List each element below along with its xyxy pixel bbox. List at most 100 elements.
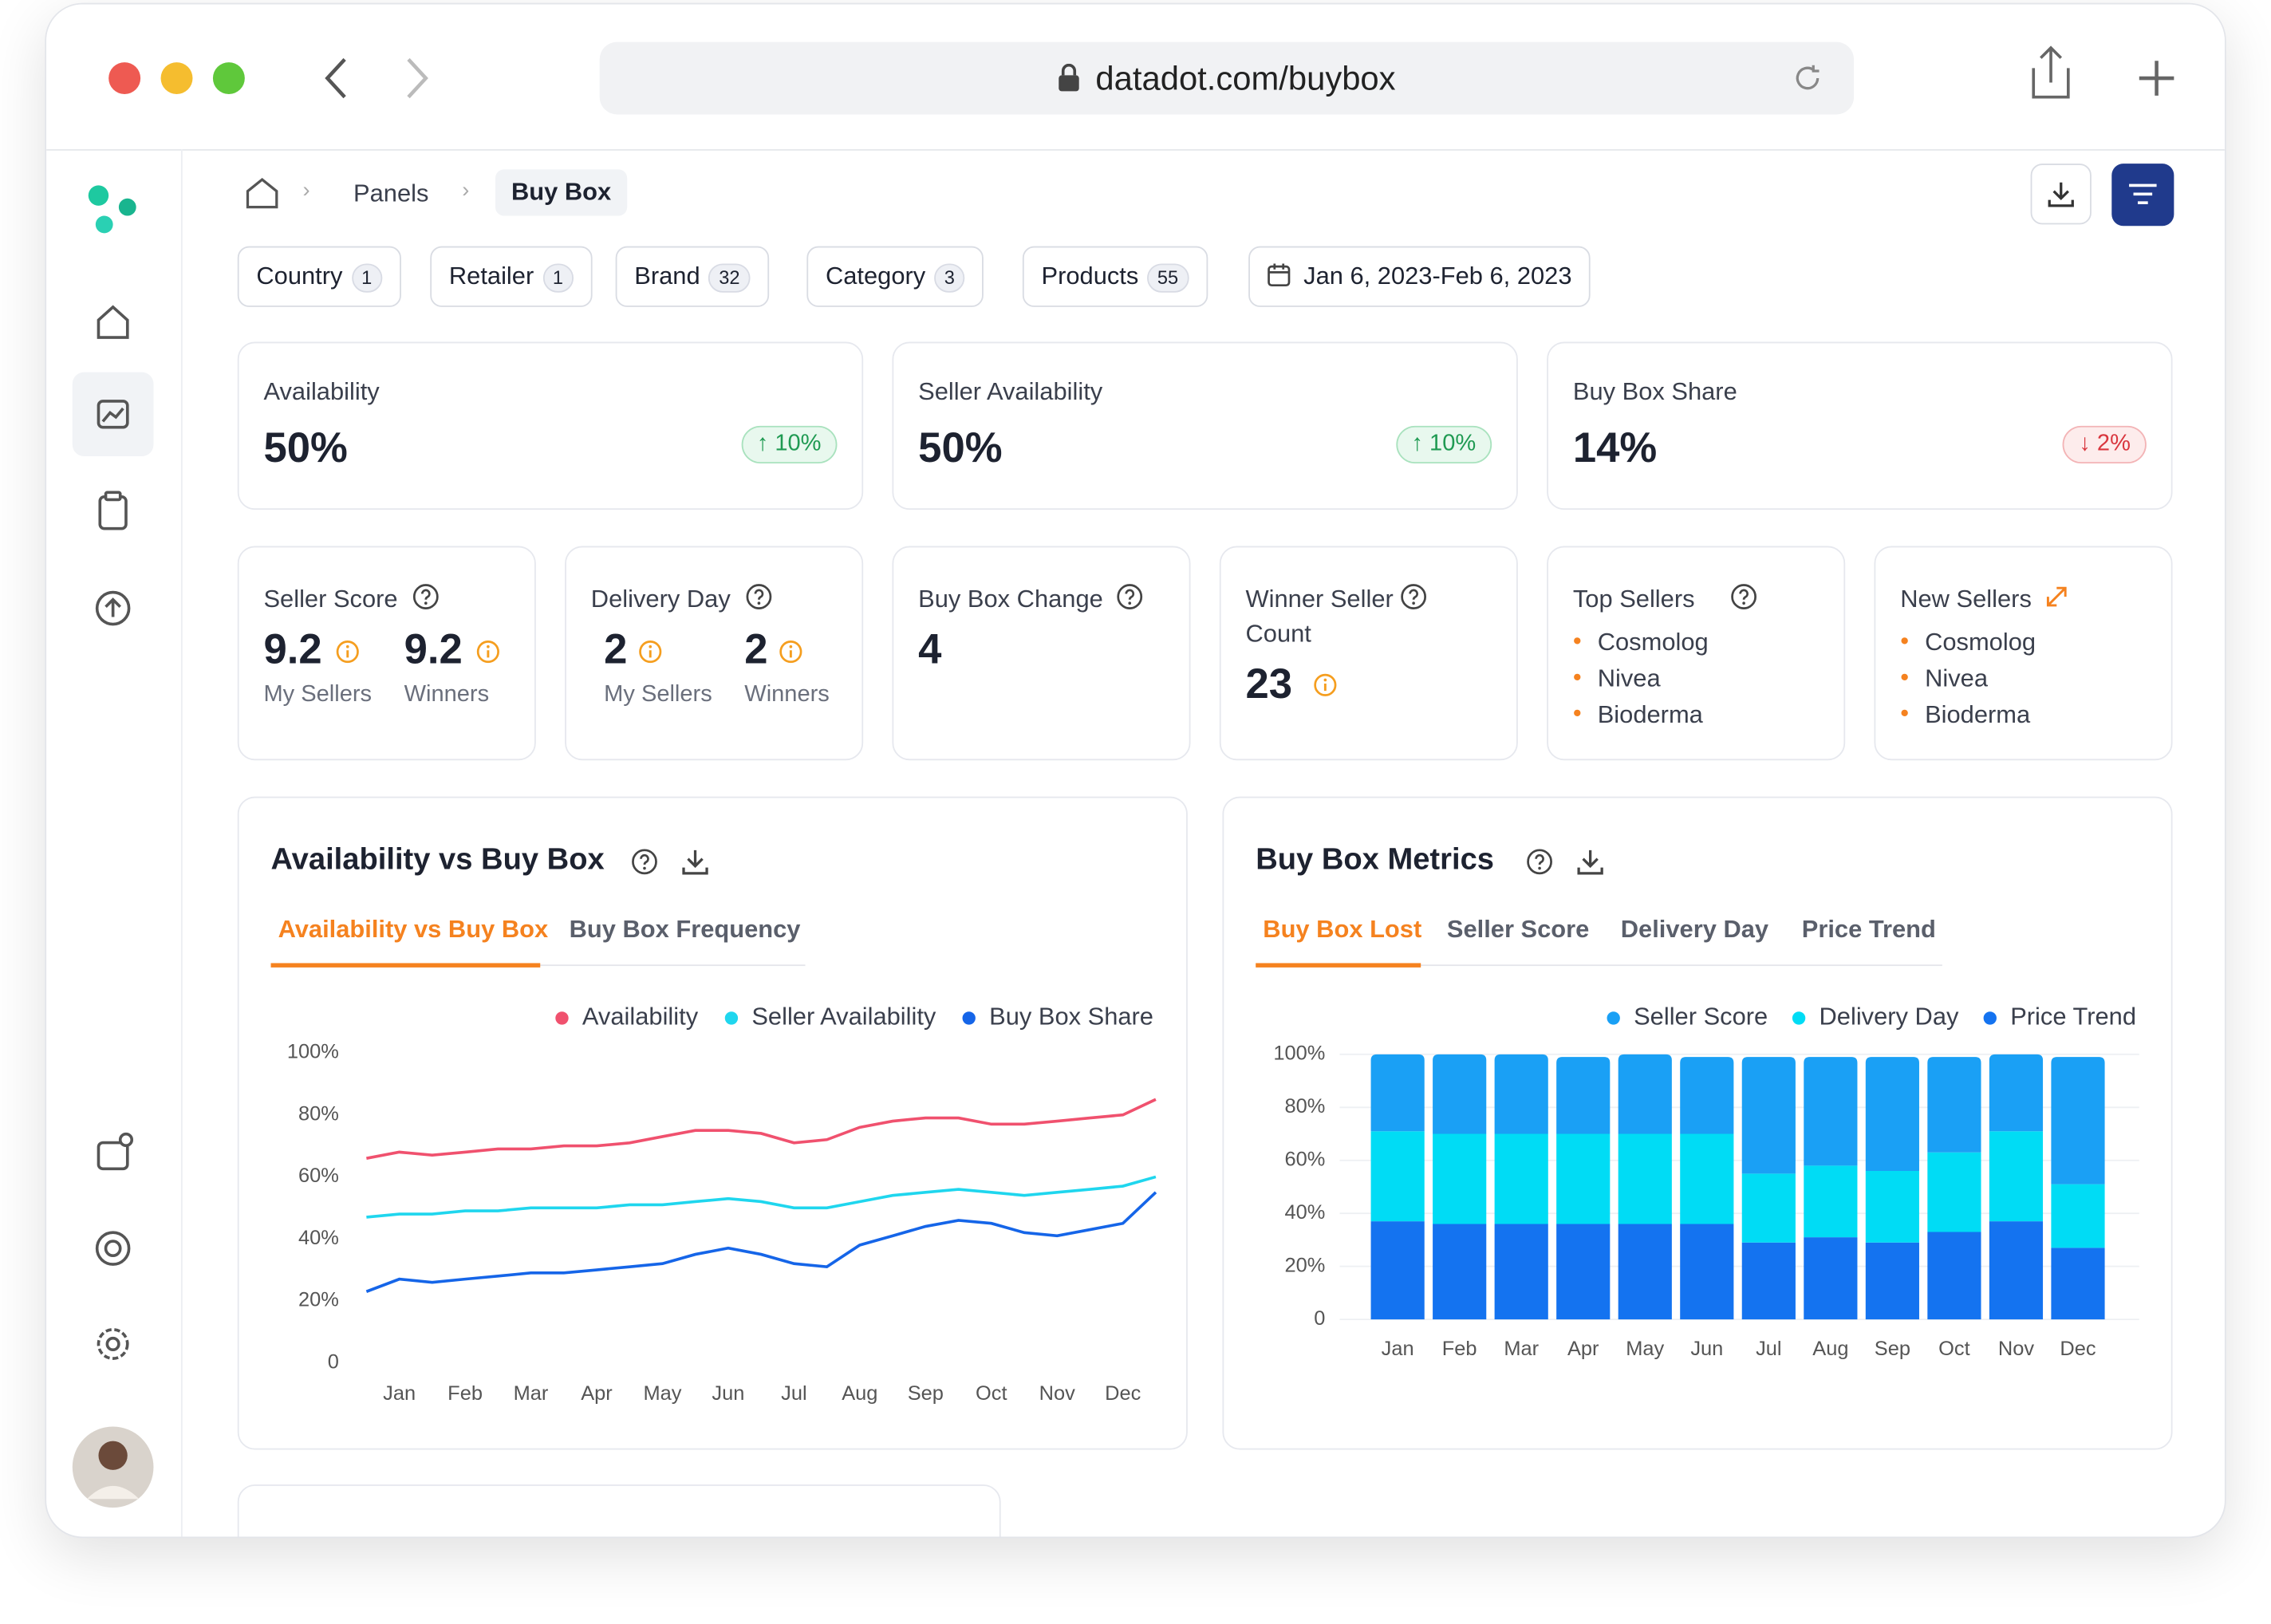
kpi-label: Seller Availability <box>918 377 1103 406</box>
score-card <box>1219 546 1518 761</box>
new-tab-button[interactable] <box>2139 61 2174 96</box>
tab-divider <box>1256 964 1942 967</box>
clipboard-nav[interactable] <box>98 491 128 530</box>
tab-underline <box>1256 963 1421 968</box>
seller-item: Nivea <box>1925 664 1988 692</box>
chart-tab[interactable]: Availability vs Buy Box <box>278 915 549 944</box>
forward-button[interactable] <box>407 57 428 99</box>
avatar[interactable] <box>72 1426 154 1508</box>
reload-icon[interactable] <box>1790 61 1825 96</box>
back-button[interactable] <box>325 57 346 99</box>
metric-value: 2 <box>604 627 628 674</box>
help-icon <box>1401 584 1427 609</box>
kpi-label: Buy Box Share <box>1572 377 1737 406</box>
score-card <box>892 546 1191 761</box>
list-bullet: • <box>1900 663 1910 692</box>
trend-arrow: ↓ <box>2079 432 2091 456</box>
kpi-change-value: 2% <box>2096 432 2131 456</box>
close-button[interactable] <box>108 62 141 95</box>
kpi-value: 14% <box>1572 425 1658 472</box>
filter-label: Brand <box>634 262 700 290</box>
metric-value: 9.2 <box>404 627 463 674</box>
browser-window: datadot.com/buybox › Panels › Buy Box Countr… <box>45 2 2226 1539</box>
filter-chip[interactable]: Country 1 <box>237 246 401 307</box>
help-icon <box>1117 584 1143 609</box>
zoom-button[interactable] <box>212 62 245 95</box>
support-nav[interactable] <box>95 1231 131 1266</box>
kpi-label: Availability <box>263 377 380 406</box>
info-icon <box>476 640 499 664</box>
sidebar <box>46 149 183 1537</box>
score-title: Top Sellers <box>1572 585 1695 613</box>
metric-label: Winners <box>744 682 830 708</box>
home-breadcrumb[interactable] <box>240 172 283 215</box>
filter-count: 55 <box>1147 262 1189 292</box>
home-nav[interactable] <box>97 305 129 339</box>
filter-label: Products <box>1041 262 1139 290</box>
download-button[interactable] <box>2030 164 2092 225</box>
kpi-change: ↑ 10% <box>1395 425 1492 464</box>
address-bar[interactable]: datadot.com/buybox <box>599 41 1855 115</box>
chart-tab[interactable]: Buy Box Lost <box>1263 915 1422 944</box>
calendar-icon <box>1268 263 1291 287</box>
seller-item: Cosmolog <box>1925 629 2036 656</box>
breadcrumb-current: Buy Box <box>495 169 628 216</box>
trend-arrow: ↑ <box>1411 432 1423 456</box>
metric-label: Winners <box>404 682 490 708</box>
partial-card <box>237 1484 1001 1537</box>
score-title: Winner Seller Count <box>1245 585 1394 648</box>
filter-chip[interactable]: Products 55 <box>1022 246 1208 307</box>
toolbar: datadot.com/buybox <box>46 4 2225 151</box>
filter-chip[interactable]: Category 3 <box>806 246 984 307</box>
kpi-card <box>1547 341 2173 510</box>
analytics-nav[interactable] <box>97 400 129 429</box>
score-title: Delivery Day <box>590 585 731 613</box>
minimize-button[interactable] <box>160 62 193 95</box>
share-button[interactable] <box>2032 45 2070 99</box>
download-icon <box>2048 182 2074 207</box>
expand-icon <box>2046 586 2067 607</box>
settings-nav[interactable] <box>97 1327 129 1360</box>
breadcrumb-separator: › <box>462 178 470 203</box>
chart-tab[interactable]: Price Trend <box>1801 915 1936 944</box>
filter-count: 3 <box>934 262 965 292</box>
score-title: Seller Score <box>263 585 398 613</box>
chart-tab[interactable]: Delivery Day <box>1620 915 1769 944</box>
filter-button[interactable] <box>2111 164 2174 227</box>
filter-chip[interactable]: Brand 32 <box>615 246 769 307</box>
filter-label: Country <box>256 262 343 290</box>
help-icon <box>1731 584 1756 609</box>
widgets-nav[interactable] <box>97 1132 134 1171</box>
chart-card <box>1222 796 2173 1450</box>
seller-item: Bioderma <box>1597 700 1703 729</box>
seller-item: Bioderma <box>1925 700 2031 729</box>
list-bullet: • <box>1572 627 1582 655</box>
sidebar-icons <box>72 185 154 1508</box>
filter-chip[interactable]: Retailer 1 <box>430 246 593 307</box>
lock-icon <box>1059 63 1080 92</box>
score-value: 4 <box>918 627 942 674</box>
chart-tab[interactable]: Seller Score <box>1446 915 1590 944</box>
info-icon <box>779 640 802 664</box>
help-icon <box>746 584 772 609</box>
list-bullet: • <box>1572 663 1582 692</box>
date-range: Jan 6, 2023-Feb 6, 2023 <box>1303 262 1572 290</box>
list-bullet: • <box>1572 699 1582 727</box>
metric-value: 9.2 <box>263 627 322 674</box>
breadcrumb-item[interactable]: Panels <box>353 179 429 207</box>
date-filter[interactable]: Jan 6, 2023-Feb 6, 2023 <box>1248 246 1591 307</box>
chart-tab[interactable]: Buy Box Frequency <box>569 915 801 944</box>
filter-count: 1 <box>351 262 382 292</box>
info-icon <box>336 640 359 664</box>
score-title: Buy Box Change <box>918 585 1103 613</box>
logo <box>88 185 136 234</box>
chart-title: Buy Box Metrics <box>1256 842 1494 877</box>
kpi-value: 50% <box>918 425 1003 472</box>
help-icon <box>412 584 439 609</box>
upload-nav[interactable] <box>95 590 131 626</box>
seller-item: Cosmolog <box>1597 629 1709 656</box>
content: › Panels › Buy Box Country 1 Retailer 1 Brand 32 C… <box>46 4 2225 1537</box>
score-title: New Sellers <box>1900 585 2032 613</box>
kpi-change: ↑ 10% <box>740 425 838 464</box>
metric-value: 2 <box>744 627 768 674</box>
